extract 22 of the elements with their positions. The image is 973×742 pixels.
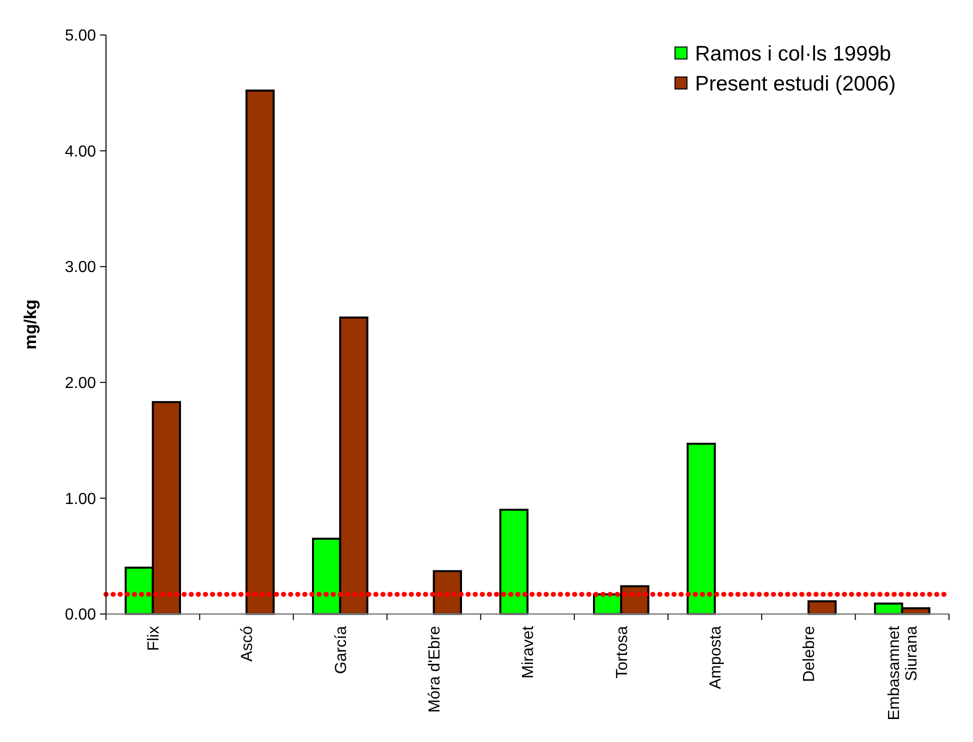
y-tick-label: 4.00 <box>64 143 96 160</box>
y-tick-label: 3.00 <box>64 259 96 276</box>
bar <box>246 90 275 615</box>
x-tick-label: Miravet <box>520 625 538 678</box>
y-tick-label: 2.00 <box>64 375 96 392</box>
y-tick-label: 5.00 <box>64 28 96 45</box>
bar <box>686 442 716 615</box>
x-tick-label: Tortosa <box>614 626 631 678</box>
y-tick-label: 1.00 <box>64 490 96 508</box>
x-tick-label: Ascó <box>239 626 256 662</box>
x-tick-label: Móra d'Ebre <box>426 626 444 713</box>
bar <box>499 508 528 615</box>
x-tick-label: García <box>332 626 350 674</box>
bar <box>432 570 462 615</box>
x-tick-label: Delebre <box>801 626 818 682</box>
y-axis-title: mg/kg <box>21 299 40 350</box>
x-tick-label: Embasamnet Siurana <box>886 625 921 720</box>
x-tick-label: Flix <box>145 626 162 651</box>
legend-label: Present estudi (2006) <box>695 72 896 96</box>
x-tick-label: Amposta <box>707 626 724 690</box>
y-tick-label: 0.00 <box>64 606 96 624</box>
legend-label: Ramos i col·ls 1999b <box>695 42 892 66</box>
